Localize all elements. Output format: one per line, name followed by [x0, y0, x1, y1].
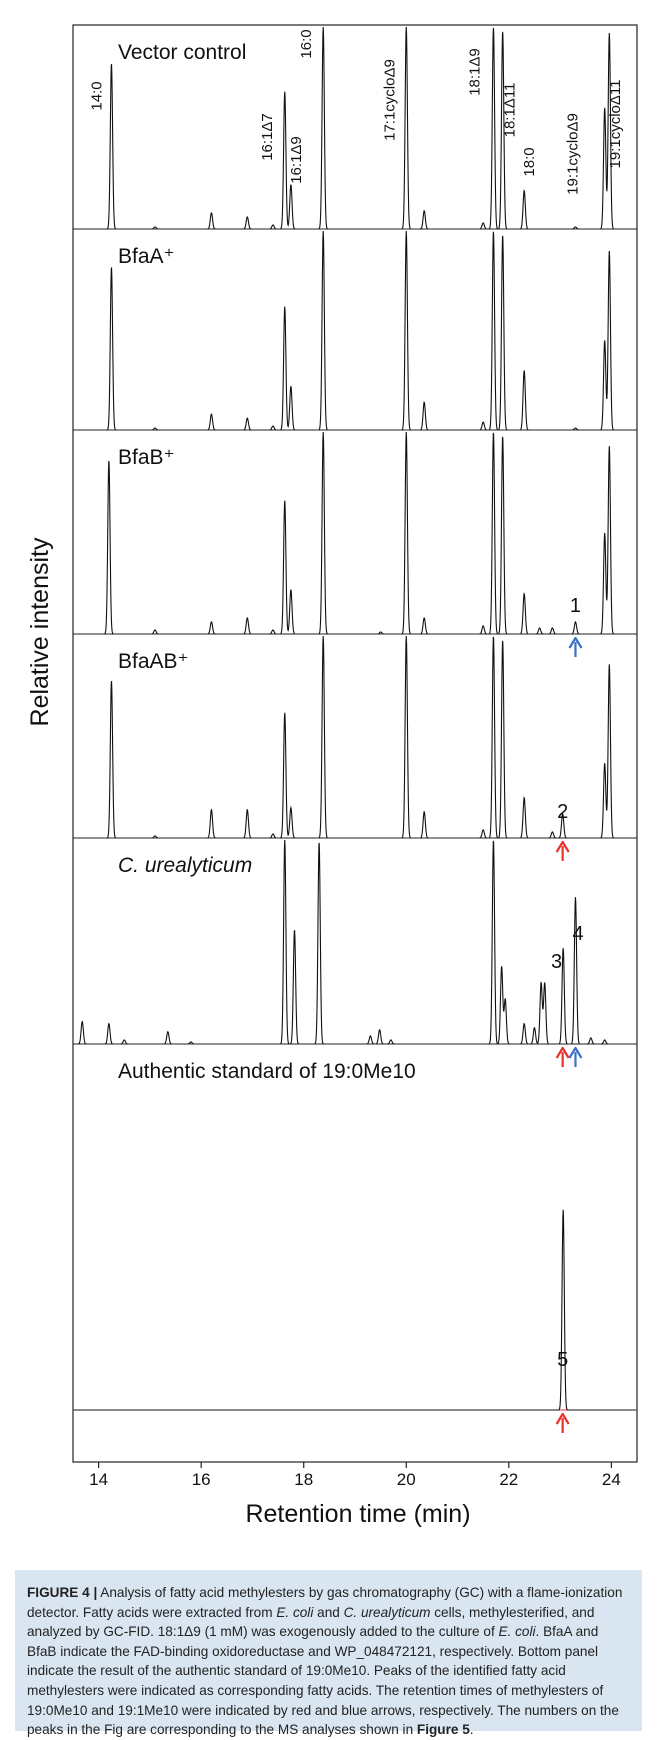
peak-label: 18:1Δ9	[466, 48, 483, 96]
panel-label: C. urealyticum	[118, 854, 252, 877]
peak-label: 16:1Δ9	[288, 136, 305, 184]
plot-frame	[72, 24, 638, 1463]
panel-4: BfaAB⁺ 2	[73, 633, 637, 861]
panel-1: Vector control 14:0 16:1Δ7 16:1Δ9 16:0 17:1cy…	[73, 26, 637, 230]
caption-text-1: Analysis of fatty acid methylesters by g…	[27, 1585, 623, 1620]
chromatogram-panels: Vector control 14:0 16:1Δ7 16:1Δ9 16:0 17:1cy…	[73, 26, 637, 1433]
caption-figure-5-link[interactable]: Figure 5	[416, 1722, 470, 1738]
caption-text-5: .	[469, 1722, 474, 1738]
retention-arrow-head	[555, 1412, 570, 1425]
peak-label: 14:0	[88, 81, 105, 110]
peak-label: 18:1Δ11	[502, 83, 519, 138]
peak-number-label: 3	[551, 951, 562, 973]
panel-label: BfaAB⁺	[118, 650, 189, 673]
caption-text-3: cells, methylesterified, and analyzed by…	[27, 1604, 595, 1640]
peak-number-label: 4	[572, 923, 583, 945]
retention-arrow-head	[555, 840, 570, 853]
x-axis-ticks: 14 16 18 20 22 24	[89, 1462, 621, 1489]
caption-ecoli-1: E. coli	[276, 1604, 314, 1620]
retention-arrow-head	[568, 636, 583, 649]
x-tick-label: 18	[294, 1470, 313, 1489]
retention-arrow-head	[555, 1046, 570, 1059]
peak-number-label: 2	[557, 801, 568, 823]
panel-5: C. urealyticum 34	[73, 837, 637, 1067]
x-tick-label: 24	[602, 1470, 621, 1489]
caption-text-2: and	[313, 1604, 344, 1620]
caption-figure-label: FIGURE 4 |	[27, 1585, 98, 1600]
caption-curealyticum: C. urealyticum	[343, 1604, 431, 1620]
panel-label: BfaA⁺	[118, 245, 175, 268]
peak-label: 16:1Δ7	[259, 113, 276, 161]
x-tick-label: 16	[192, 1470, 211, 1489]
x-tick-label: 22	[499, 1470, 518, 1489]
y-axis-label: Relative intensity	[26, 537, 54, 726]
peak-label: 17:1cycloΔ9	[381, 59, 398, 141]
caption-text-4: . BfaA and BfaB indicate the FAD-binding…	[27, 1624, 619, 1738]
retention-arrow-head	[568, 1046, 583, 1059]
peak-number-label: 5	[557, 1349, 568, 1371]
panel-label: Authentic standard of 19:0Me10	[118, 1060, 416, 1083]
figure-caption: FIGURE 4 | Analysis of fatty acid methyl…	[15, 1570, 642, 1737]
caption-ecoli-2: E. coli	[498, 1624, 536, 1640]
x-tick-label: 20	[397, 1470, 416, 1489]
x-tick-label: 14	[89, 1470, 108, 1489]
peak-label: 19:1cycloΔ11	[607, 80, 624, 169]
panel-label: BfaB⁺	[118, 446, 175, 469]
peak-label: 19:1cycloΔ9	[565, 113, 582, 195]
peak-label: 18:0	[521, 147, 538, 176]
panel-6: Authentic standard of 19:0Me10 5	[73, 1043, 637, 1433]
panel-3: BfaB⁺ 1	[73, 429, 637, 657]
panel-2: BfaA⁺	[73, 228, 637, 431]
peak-number-label: 1	[570, 595, 581, 617]
panel-label: Vector control	[118, 41, 246, 64]
peak-label: 16:0	[298, 29, 315, 58]
x-axis-label: Retention time (min)	[245, 1500, 470, 1528]
chromatogram-trace	[74, 1209, 636, 1411]
chromatogram-figure: Vector control 14:0 16:1Δ7 16:1Δ9 16:0 17:1cy…	[26, 24, 638, 1528]
